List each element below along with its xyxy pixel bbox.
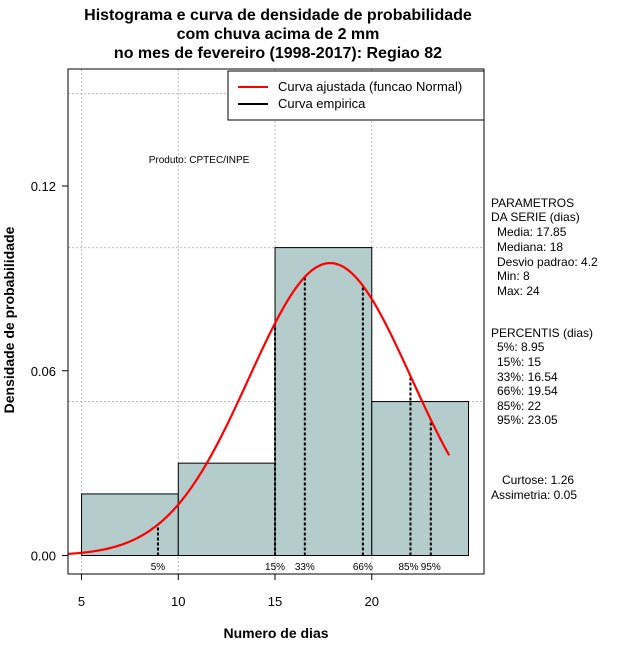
percentil-85: 85%: 22 — [497, 399, 542, 413]
params-header-2: DA SERIE (dias) — [491, 210, 580, 224]
params-header-1: PARAMETROS — [491, 196, 575, 210]
x-tick-label: 20 — [365, 594, 379, 609]
x-axis-title: Numero de dias — [223, 625, 328, 641]
param-desvio: Desvio padrao: 4.2 — [497, 255, 598, 269]
percentis-header: PERCENTIS (dias) — [491, 326, 594, 340]
param-max: Max: 24 — [497, 284, 540, 298]
x-axis: 5 10 15 20 — [78, 574, 379, 609]
y-axis: 0.00 0.06 0.12 — [31, 179, 68, 564]
y-tick-label: 0.06 — [31, 364, 56, 379]
param-mediana: Mediana: 18 — [497, 240, 564, 254]
title-line-1: Histograma e curva de densidade de proba… — [84, 7, 472, 24]
percentil-15: 15%: 15 — [497, 355, 542, 369]
title-line-3: no mes de fevereiro (1998-2017): Regiao … — [113, 45, 443, 62]
x-tick-label: 10 — [171, 594, 185, 609]
percentile-label: 85% — [398, 562, 418, 573]
title-line-2: com chuva acima de 2 mm — [176, 26, 380, 43]
percentil-66: 66%: 19.54 — [497, 384, 558, 398]
percentile-label: 95% — [421, 562, 441, 573]
legend: Curva ajustada (funcao Normal) Curva emp… — [227, 70, 485, 121]
plot-frame — [67, 68, 485, 575]
percentile-label: 33% — [295, 562, 315, 573]
y-tick-label: 0.00 — [31, 549, 56, 564]
y-tick-label: 0.12 — [31, 179, 56, 194]
product-note: Produto: CPTEC/INPE — [149, 155, 250, 166]
percentil-33: 33%: 16.54 — [497, 370, 558, 384]
histogram-bars — [81, 247, 470, 557]
percentile-label: 15% — [265, 562, 285, 573]
param-media: Media: 17.85 — [497, 225, 567, 239]
x-tick-label: 5 — [78, 594, 85, 609]
legend-label-fitted: Curva ajustada (funcao Normal) — [278, 79, 462, 94]
x-tick-label: 15 — [268, 594, 282, 609]
percentile-label: 5% — [151, 562, 166, 573]
percentil-5: 5%: 8.95 — [497, 340, 545, 354]
histogram-bar — [81, 493, 179, 557]
param-min: Min: 8 — [497, 269, 530, 283]
percentile-labels: 5% 15% 33% 66% 85% 95% — [151, 562, 441, 573]
curtose: Curtose: 1.26 — [502, 473, 575, 487]
percentile-lines — [156, 276, 432, 556]
percentil-95: 95%: 23.05 — [497, 413, 558, 427]
y-axis-title: Densidade de probabilidade — [1, 226, 17, 413]
assimetria: Assimetria: 0.05 — [491, 488, 578, 502]
histogram-bar — [177, 462, 276, 557]
legend-box — [227, 70, 485, 121]
legend-label-empirical: Curva empirica — [278, 96, 366, 111]
histogram-bar — [274, 247, 373, 557]
normal-curve-line — [67, 261, 451, 556]
percentile-label: 66% — [353, 562, 373, 573]
histogram-bar — [371, 401, 470, 557]
